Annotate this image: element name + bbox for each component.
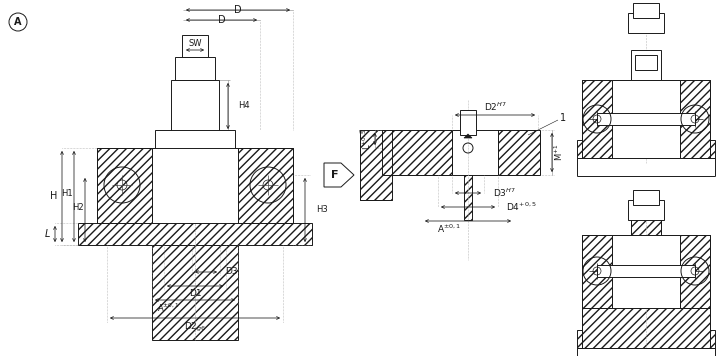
Text: D3: D3	[225, 267, 238, 277]
Bar	[577, 330, 715, 348]
Polygon shape	[324, 163, 354, 187]
Text: L: L	[44, 229, 49, 239]
Text: H2: H2	[72, 204, 84, 213]
Bar	[382, 130, 452, 175]
Bar	[577, 140, 715, 158]
Bar	[680, 80, 710, 158]
Text: H: H	[50, 191, 57, 201]
Bar	[498, 130, 540, 175]
Bar	[582, 80, 612, 158]
Bar	[597, 113, 695, 125]
Text: H4: H4	[238, 101, 249, 110]
Polygon shape	[464, 134, 472, 138]
Bar	[635, 55, 657, 70]
Text: D: D	[234, 5, 242, 15]
Text: H3: H3	[316, 205, 328, 215]
Bar	[612, 80, 680, 158]
Text: A: A	[15, 17, 22, 27]
Text: M$^{+1}$: M$^{+1}$	[553, 143, 565, 161]
Bar	[152, 245, 238, 340]
Bar	[464, 175, 472, 220]
Text: A$^{\pm0,1}$: A$^{\pm0,1}$	[157, 302, 180, 314]
Text: D1: D1	[189, 289, 201, 298]
Text: A$^{\pm0,1}$: A$^{\pm0,1}$	[437, 223, 461, 235]
Bar	[175, 57, 215, 80]
Bar	[152, 148, 238, 223]
Bar	[460, 110, 476, 135]
Bar	[612, 235, 680, 308]
Text: H1: H1	[61, 188, 73, 198]
Text: 1: 1	[560, 113, 566, 123]
Bar	[633, 3, 659, 18]
Bar	[155, 130, 235, 150]
Text: D4$^{+0,5}$: D4$^{+0,5}$	[506, 201, 537, 213]
Bar	[582, 235, 612, 308]
Bar	[631, 205, 661, 235]
Text: D2$_{g6}$: D2$_{g6}$	[184, 320, 206, 334]
Bar	[597, 265, 695, 277]
Bar	[78, 223, 312, 245]
Bar	[171, 80, 219, 132]
Bar	[238, 148, 293, 223]
Bar	[633, 190, 659, 205]
Text: D: D	[218, 15, 226, 25]
Bar	[182, 35, 208, 57]
Bar	[680, 235, 710, 308]
Text: SW: SW	[188, 38, 202, 47]
Bar	[97, 148, 152, 223]
Text: D3$^{H7}$: D3$^{H7}$	[493, 187, 516, 199]
Text: D2$^{H7}$: D2$^{H7}$	[483, 101, 507, 113]
Bar	[582, 308, 710, 348]
Bar	[628, 13, 664, 33]
Bar	[360, 130, 392, 200]
Text: F: F	[332, 170, 339, 180]
Bar	[628, 200, 664, 220]
Bar	[631, 50, 661, 80]
Text: L$^{+0,5}$: L$^{+0,5}$	[361, 128, 373, 150]
